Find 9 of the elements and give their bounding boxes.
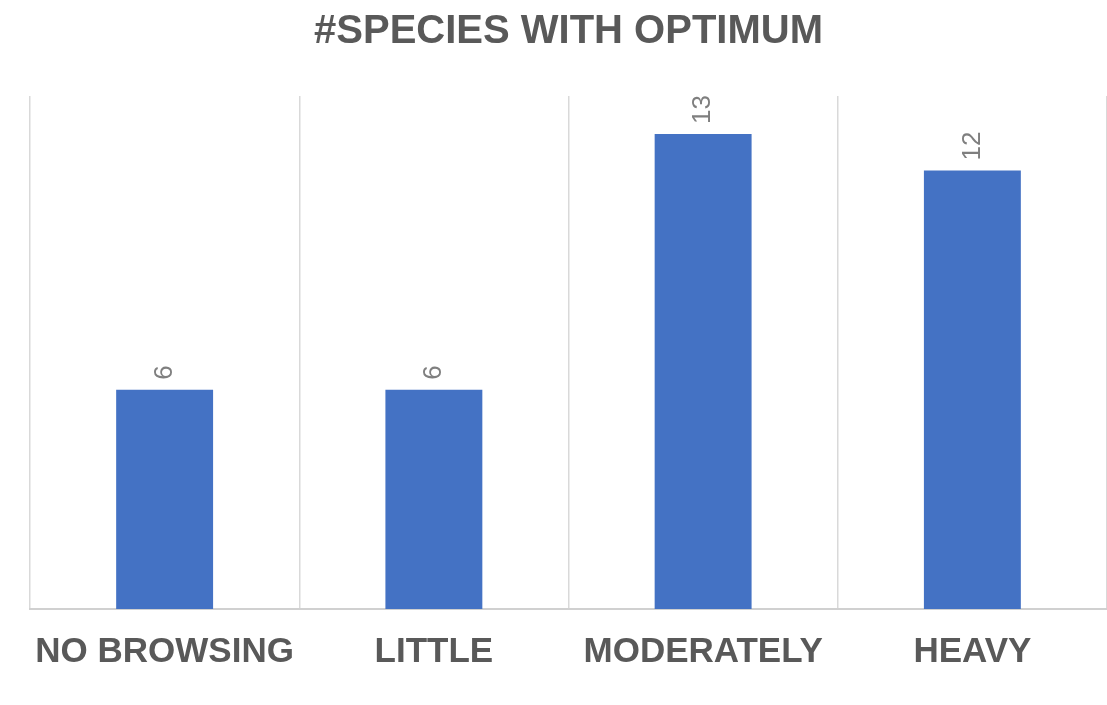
data-label: 6 <box>147 365 178 380</box>
data-label: 12 <box>955 131 986 161</box>
data-label: 6 <box>417 365 448 380</box>
x-tick-label: NO BROWSING <box>35 629 294 669</box>
x-tick-label: HEAVY <box>913 629 1032 669</box>
x-tick-label: MODERATELY <box>583 629 823 669</box>
chart-title: #SPECIES WITH OPTIMUM <box>314 7 823 52</box>
data-label: 13 <box>686 95 717 124</box>
x-tick-label: LITTLE <box>374 629 494 669</box>
